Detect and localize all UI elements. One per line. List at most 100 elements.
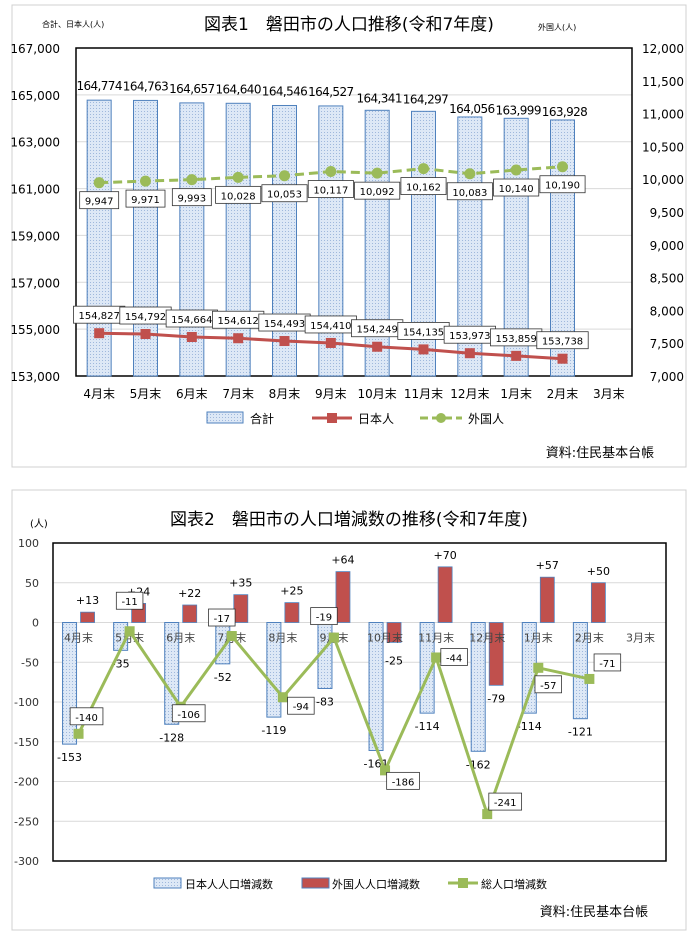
y-tick-label: -250 <box>14 815 39 828</box>
foreign-label: +57 <box>536 559 559 572</box>
japanese-label: -114 <box>517 720 542 733</box>
marker-total <box>380 765 391 776</box>
x-tick-label: 3月末 <box>626 631 655 645</box>
foreign-label: 10,190 <box>545 181 580 192</box>
marker-total <box>482 809 493 820</box>
total-label: -17 <box>214 614 230 625</box>
japanese-label: 154,410 <box>310 321 351 332</box>
japanese-label: -121 <box>568 726 593 739</box>
left-tick-label: 167,000 <box>10 42 60 56</box>
x-tick-label: 12月末 <box>450 387 489 401</box>
bar-total-label: 163,928 <box>542 105 587 119</box>
foreign-label: +13 <box>76 594 99 607</box>
total-label-box <box>287 696 315 715</box>
japanese-label: 153,973 <box>449 331 490 342</box>
x-tick-label: 1月末 <box>524 631 553 645</box>
total-label: -241 <box>494 798 517 809</box>
plot-area <box>75 47 633 377</box>
bar-foreign <box>488 622 504 686</box>
right-tick-label: 10,000 <box>642 173 684 187</box>
marker-japanese <box>140 329 151 340</box>
right-tick-label: 11,500 <box>642 75 684 89</box>
bar-total <box>272 104 297 377</box>
x-tick-label: 8月末 <box>268 631 297 645</box>
marker-total <box>124 626 135 637</box>
left-tick-label: 153,000 <box>10 370 60 384</box>
left-tick-label: 161,000 <box>10 183 60 197</box>
foreign-label-box <box>79 191 120 210</box>
foreign-label: 9,993 <box>178 194 207 205</box>
legend-foreign-swatch <box>301 877 330 889</box>
x-tick-label: 2月末 <box>575 631 604 645</box>
foreign-label: 10,162 <box>406 183 441 194</box>
bar-japanese <box>572 622 588 720</box>
marker-total <box>533 662 544 673</box>
y-tick-label: -100 <box>14 696 39 709</box>
foreign-label: 9,947 <box>85 197 114 208</box>
bar-total <box>133 99 158 377</box>
japanese-label: 153,738 <box>542 337 583 348</box>
x-tick-label: 6月末 <box>176 387 208 401</box>
total-label: -19 <box>316 613 332 624</box>
japanese-label-box <box>536 331 589 350</box>
bar-total-label: 164,763 <box>123 79 168 93</box>
foreign-label: 10,083 <box>452 188 487 199</box>
bar-japanese <box>470 622 486 752</box>
bar-total-label: 164,056 <box>449 102 494 116</box>
x-tick-label: 9月末 <box>315 387 347 401</box>
y-tick-label: 100 <box>18 537 39 550</box>
bar-total-label: 164,341 <box>356 91 401 105</box>
bar-total-label: 164,640 <box>215 82 260 96</box>
foreign-label: +25 <box>280 585 303 598</box>
x-tick-label: 3月末 <box>593 387 625 401</box>
marker-total <box>328 632 339 643</box>
right-tick-label: 9,500 <box>650 206 684 220</box>
total-label: -44 <box>446 653 462 664</box>
total-label-box <box>310 607 338 626</box>
foreign-label: +64 <box>331 554 354 567</box>
marker-japanese <box>418 344 429 355</box>
legend-foreign-label: 外国人人口増減数 <box>332 877 420 891</box>
x-tick-label: 8月末 <box>269 387 301 401</box>
bar-foreign <box>590 582 606 623</box>
total-label-box <box>69 707 104 726</box>
foreign-label-box <box>171 188 212 207</box>
marker-foreign <box>557 161 568 173</box>
legend-total-swatch <box>206 411 244 424</box>
x-tick-label: 12月末 <box>469 631 505 645</box>
marker-total <box>431 652 442 663</box>
foreign-label-box <box>354 181 401 200</box>
foreign-label-box <box>446 182 493 201</box>
x-tick-label: 10月末 <box>358 387 397 401</box>
left-tick-label: 155,000 <box>10 323 60 337</box>
bar-total-label: 163,999 <box>495 103 540 117</box>
y-tick-label: 50 <box>25 577 39 590</box>
total-label: -11 <box>121 597 137 608</box>
y-tick-label: -300 <box>14 855 39 868</box>
y-tick-label: -50 <box>21 656 39 669</box>
x-tick-label: 2月末 <box>547 387 579 401</box>
y-tick-label: 0 <box>32 617 39 630</box>
bar-foreign <box>386 622 402 643</box>
bar-total-label: 164,546 <box>262 84 307 98</box>
foreign-label-box <box>493 178 540 197</box>
bar-total-label: 164,297 <box>403 92 448 106</box>
plot-area <box>52 542 667 862</box>
bar-foreign <box>335 571 351 623</box>
japanese-label: -114 <box>415 720 440 733</box>
chart2-y-axis-label: (人) <box>30 518 48 530</box>
x-tick-label: 6月末 <box>166 631 195 645</box>
japanese-label: 153,859 <box>495 334 536 345</box>
foreign-label: +70 <box>434 549 457 562</box>
marker-foreign <box>510 164 522 176</box>
chart1-source: 資料:住民基本台帳 <box>546 446 654 461</box>
marker-japanese <box>233 333 244 344</box>
marker-total <box>277 692 288 703</box>
japanese-label: -83 <box>316 695 334 708</box>
japanese-label: 154,249 <box>356 325 397 336</box>
foreign-label: +22 <box>178 587 201 600</box>
marker-japanese <box>186 332 197 343</box>
marker-total <box>73 728 84 739</box>
x-tick-label: 1月末 <box>500 387 532 401</box>
